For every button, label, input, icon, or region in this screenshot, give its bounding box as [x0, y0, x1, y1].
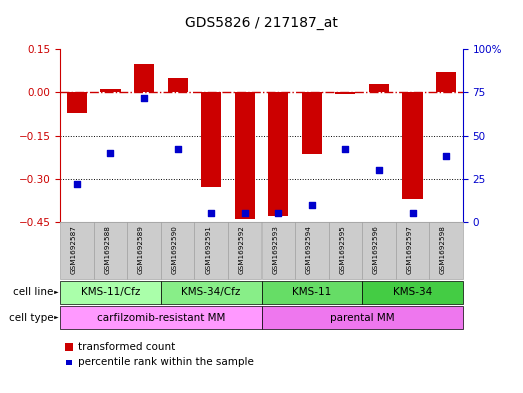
Text: cell type: cell type — [9, 312, 54, 323]
Bar — [235, 92, 255, 219]
Text: KMS-11: KMS-11 — [292, 287, 332, 298]
Bar — [134, 64, 154, 92]
Text: GSM1692593: GSM1692593 — [272, 225, 278, 274]
Point — [73, 181, 81, 187]
Point — [375, 167, 383, 173]
Text: GSM1692588: GSM1692588 — [105, 225, 110, 274]
Bar — [335, 92, 356, 94]
Bar — [302, 92, 322, 154]
Point — [207, 210, 215, 217]
Point — [241, 210, 249, 217]
Text: KMS-34: KMS-34 — [393, 287, 432, 298]
Bar — [67, 92, 87, 112]
Text: GSM1692591: GSM1692591 — [205, 225, 211, 274]
Text: GSM1692590: GSM1692590 — [172, 225, 178, 274]
Point — [274, 210, 282, 217]
Bar — [403, 92, 423, 199]
Bar — [201, 92, 221, 187]
Point — [308, 202, 316, 208]
Text: GSM1692596: GSM1692596 — [373, 225, 379, 274]
Text: GSM1692589: GSM1692589 — [138, 225, 144, 274]
Point — [174, 146, 182, 152]
Point — [106, 150, 115, 156]
Text: GDS5826 / 217187_at: GDS5826 / 217187_at — [185, 16, 338, 30]
Point — [408, 210, 417, 217]
Text: GSM1692597: GSM1692597 — [406, 225, 413, 274]
Point — [442, 153, 450, 160]
Point — [140, 94, 148, 101]
Text: transformed count: transformed count — [78, 342, 176, 352]
Bar — [268, 92, 288, 216]
Text: GSM1692595: GSM1692595 — [339, 225, 345, 274]
Text: GSM1692594: GSM1692594 — [306, 225, 312, 274]
Bar — [369, 84, 389, 92]
Text: percentile rank within the sample: percentile rank within the sample — [78, 357, 254, 367]
Bar — [436, 72, 456, 92]
Text: cell line: cell line — [14, 287, 54, 298]
Text: GSM1692598: GSM1692598 — [440, 225, 446, 274]
Point — [341, 146, 349, 152]
Text: GSM1692587: GSM1692587 — [71, 225, 77, 274]
Text: KMS-11/Cfz: KMS-11/Cfz — [81, 287, 140, 298]
Text: KMS-34/Cfz: KMS-34/Cfz — [181, 287, 241, 298]
Bar — [100, 90, 120, 92]
Text: GSM1692592: GSM1692592 — [238, 225, 245, 274]
Bar — [167, 78, 188, 92]
Text: parental MM: parental MM — [330, 312, 394, 323]
Text: carfilzomib-resistant MM: carfilzomib-resistant MM — [97, 312, 225, 323]
